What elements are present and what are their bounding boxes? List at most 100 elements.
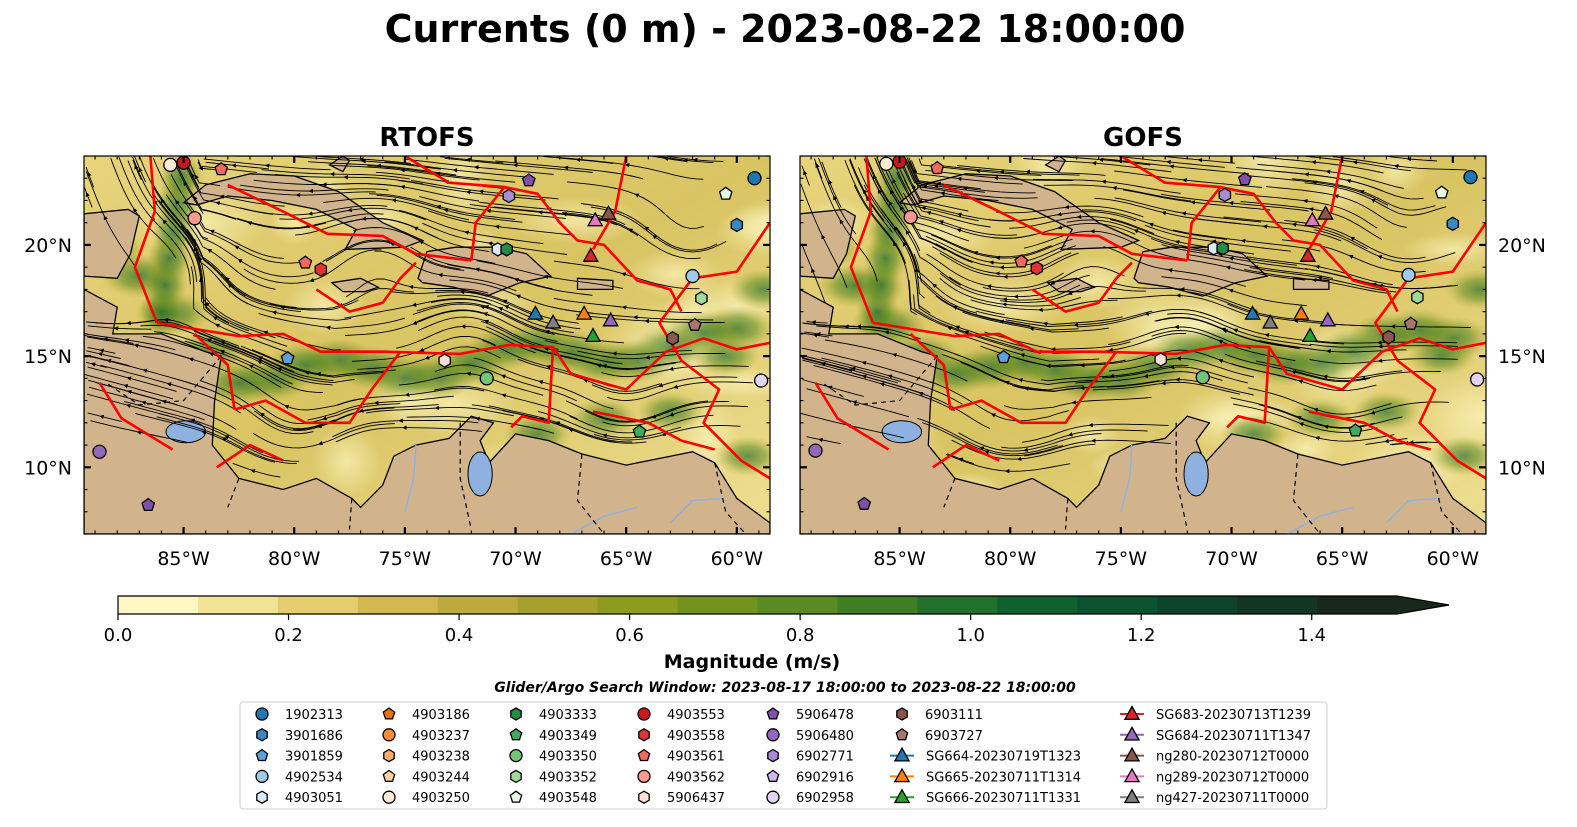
- streamline-tail: [1257, 163, 1328, 172]
- streamline: [926, 210, 991, 228]
- streamline: [999, 169, 1080, 176]
- streamline: [1393, 163, 1467, 171]
- streamline-tail: [1077, 313, 1147, 328]
- streamline-tail: [1023, 158, 1095, 164]
- argo-float-4903333: [500, 242, 513, 257]
- streamline: [538, 380, 614, 410]
- streamline-tail: [903, 192, 959, 231]
- legend-marker: [637, 769, 651, 784]
- streamline-tail: [469, 203, 541, 213]
- argo-float-4903333: [1216, 241, 1229, 256]
- streamline: [435, 171, 516, 183]
- streamline-tail: [183, 161, 218, 204]
- streamline: [1057, 222, 1136, 235]
- streamline: [1313, 402, 1392, 415]
- streamline-tail: [391, 291, 463, 294]
- colorbar-segment: [357, 596, 439, 614]
- streamline: [1311, 277, 1391, 295]
- streamline: [1002, 296, 1082, 307]
- streamline-tail: [254, 410, 320, 432]
- streamline-tail: [553, 297, 625, 308]
- legend-marker: [893, 788, 911, 804]
- streamline-tail: [1114, 170, 1185, 181]
- streamline: [933, 183, 986, 193]
- glider-SG666: [584, 327, 602, 343]
- streamline-tail: [1227, 303, 1296, 322]
- streamline-tail: [1161, 244, 1232, 259]
- legend-marker: [382, 790, 396, 804]
- streamline-tail: [86, 350, 101, 355]
- streamline: [1197, 157, 1236, 164]
- legend-marker: [255, 707, 269, 721]
- streamline-tail: [556, 156, 628, 166]
- streamline: [373, 395, 454, 405]
- streamline: [1291, 370, 1371, 383]
- colorbar-tick-label: 0.0: [104, 625, 133, 646]
- argo-float-3901859: [996, 349, 1011, 364]
- streamline-tail: [1244, 268, 1315, 281]
- streamline-tail: [1107, 379, 1178, 388]
- streamline-tail: [184, 340, 252, 367]
- streamline-tail: [89, 356, 145, 371]
- streamline-tail: [1011, 384, 1083, 392]
- streamline: [494, 224, 575, 236]
- streamline: [337, 288, 415, 308]
- streamline: [1013, 274, 1090, 299]
- streamline: [1161, 380, 1241, 395]
- streamline-tail: [918, 158, 978, 172]
- argo-float-6902958: [753, 373, 769, 388]
- lake: [1183, 451, 1209, 497]
- legend-marker: [510, 769, 522, 784]
- streamline: [1179, 287, 1257, 311]
- streamline: [905, 229, 961, 286]
- streamline-tail: [939, 252, 1006, 278]
- streamline-tail: [813, 158, 818, 166]
- legend-marker: [637, 707, 651, 721]
- colorbar-label: Magnitude (m/s): [664, 651, 841, 673]
- streamline: [644, 226, 718, 251]
- streamline-tail: [449, 279, 519, 297]
- streamline: [501, 393, 578, 420]
- argo-float-4903548: [718, 186, 733, 200]
- streamline: [634, 193, 704, 229]
- streamline: [85, 192, 93, 208]
- streamline-tail: [406, 416, 478, 419]
- streamline-tail: [85, 361, 94, 365]
- glider-SG684: [1319, 311, 1337, 327]
- streamline-tail: [159, 413, 227, 437]
- legend-marker: [1123, 767, 1141, 783]
- argo-float-5906437: [1154, 352, 1167, 367]
- streamline-tail: [1231, 363, 1301, 382]
- eez-line: [591, 156, 628, 251]
- streamline-tail: [337, 394, 408, 406]
- streamline: [621, 305, 702, 314]
- argo-float-4903558: [314, 262, 328, 277]
- streamline-tail: [1156, 317, 1226, 331]
- streamline-tail: [95, 319, 167, 325]
- argo-float-5906478: [1237, 171, 1252, 186]
- x-tick-label: 60°W: [1427, 548, 1480, 570]
- streamline: [1067, 429, 1148, 437]
- legend-marker: [256, 728, 268, 742]
- streamline: [863, 189, 885, 221]
- streamline: [811, 320, 828, 325]
- streamline-tail: [476, 260, 546, 277]
- streamline-tail: [606, 386, 676, 401]
- streamline: [307, 204, 388, 216]
- streamline: [400, 168, 480, 181]
- streamline-tail: [921, 422, 987, 452]
- streamline-tail: [307, 402, 377, 421]
- streamline-tail: [434, 364, 504, 377]
- streamline: [1101, 179, 1181, 194]
- streamline-tail: [844, 159, 871, 212]
- streamline: [912, 184, 934, 202]
- y-tick-label: 10°N: [1498, 457, 1546, 479]
- streamline-tail: [447, 263, 517, 280]
- streamline-tail: [1160, 193, 1232, 204]
- streamline-tail: [1186, 253, 1256, 268]
- x-tick-label: 70°W: [489, 548, 542, 570]
- colorbar-tick-label: 0.2: [274, 625, 303, 646]
- streamline-tail: [444, 157, 516, 166]
- colorbar-tick-label: 1.2: [1127, 625, 1156, 646]
